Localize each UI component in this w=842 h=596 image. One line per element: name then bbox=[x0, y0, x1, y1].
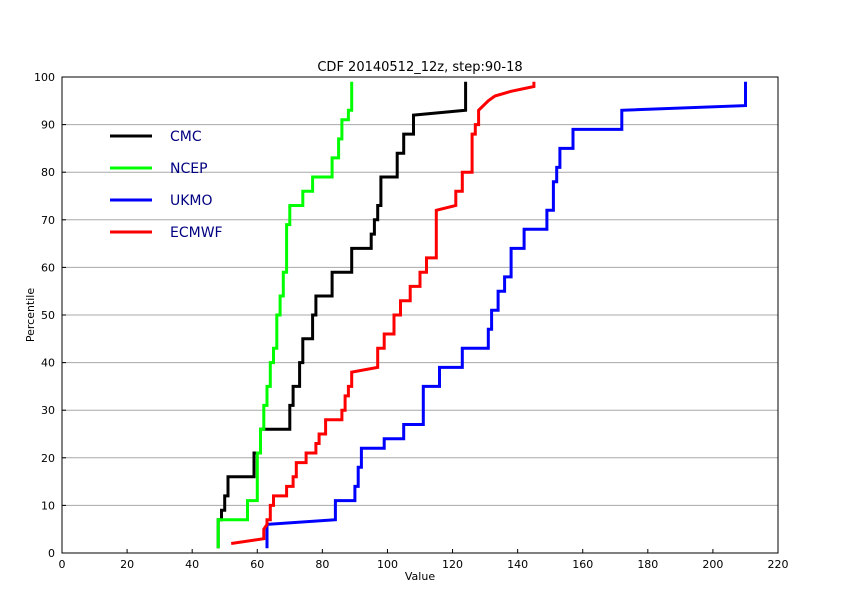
y-tick-label: 60 bbox=[41, 261, 55, 274]
legend-label-cmc: CMC bbox=[170, 129, 202, 145]
y-tick-label: 30 bbox=[41, 404, 55, 417]
legend-label-ecmwf: ECMWF bbox=[170, 225, 223, 241]
x-tick-label: 200 bbox=[702, 558, 723, 571]
axis-ticks: 0 20 40 60 80 100 120 140 160 180 200 220 0 10 20 30 40 5… bbox=[34, 71, 789, 571]
y-tick-label: 100 bbox=[34, 71, 55, 84]
x-tick-label: 40 bbox=[185, 558, 199, 571]
x-tick-label: 160 bbox=[572, 558, 593, 571]
legend: CMC NCEP UKMO ECMWF bbox=[110, 129, 223, 241]
series-line-cmc bbox=[216, 81, 468, 549]
series-line-ukmo bbox=[265, 81, 747, 549]
series-line-ncep bbox=[216, 81, 354, 549]
y-tick-label: 20 bbox=[41, 452, 55, 465]
x-tick-label: 100 bbox=[377, 558, 398, 571]
chart-title: CDF 20140512_12z, step:90-18 bbox=[317, 60, 522, 75]
x-tick-label: 20 bbox=[120, 558, 134, 571]
legend-label-ukmo: UKMO bbox=[170, 193, 213, 209]
series-lines bbox=[216, 81, 747, 549]
y-tick-label: 0 bbox=[48, 547, 55, 560]
legend-label-ncep: NCEP bbox=[170, 161, 208, 177]
x-tick-label: 120 bbox=[442, 558, 463, 571]
x-tick-label: 60 bbox=[250, 558, 264, 571]
x-tick-label: 0 bbox=[59, 558, 66, 571]
y-tick-label: 10 bbox=[41, 499, 55, 512]
x-axis-label: Value bbox=[405, 570, 435, 583]
y-axis-label: Percentile bbox=[24, 288, 37, 343]
series-line-ecmwf bbox=[230, 81, 536, 545]
x-tick-label: 220 bbox=[768, 558, 789, 571]
gridlines bbox=[62, 124, 778, 506]
y-tick-label: 90 bbox=[41, 119, 55, 132]
y-tick-label: 50 bbox=[41, 309, 55, 322]
y-tick-label: 40 bbox=[41, 357, 55, 370]
y-tick-label: 80 bbox=[41, 166, 55, 179]
x-tick-label: 140 bbox=[507, 558, 528, 571]
y-tick-label: 70 bbox=[41, 214, 55, 227]
x-tick-label: 180 bbox=[637, 558, 658, 571]
x-tick-label: 80 bbox=[315, 558, 329, 571]
